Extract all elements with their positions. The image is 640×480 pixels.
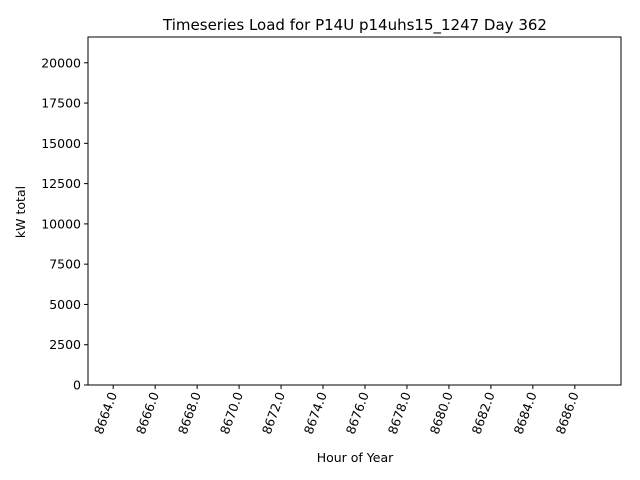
plot-area: [87, 36, 622, 386]
y-tick-label: 20000: [41, 55, 81, 70]
plot-frame: [87, 36, 622, 386]
y-tick-label: 0: [73, 378, 81, 393]
chart-title: Timeseries Load for P14U p14uhs15_1247 D…: [162, 16, 547, 35]
y-tick-label: 15000: [41, 136, 81, 151]
x-axis-label: Hour of Year: [317, 450, 394, 465]
plot-background: [88, 37, 621, 385]
y-tick-label: 2500: [49, 337, 81, 352]
y-tick-label: 17500: [41, 96, 81, 111]
y-axis-label: kW total: [13, 186, 28, 238]
y-tick-label: 7500: [49, 257, 81, 272]
y-tick-label: 12500: [41, 176, 81, 191]
y-tick-label: 5000: [49, 297, 81, 312]
y-tick-label: 10000: [41, 216, 81, 231]
y-axis: 0 2500 5000 7500 10000 12500 15000 17500 20000: [41, 55, 88, 393]
